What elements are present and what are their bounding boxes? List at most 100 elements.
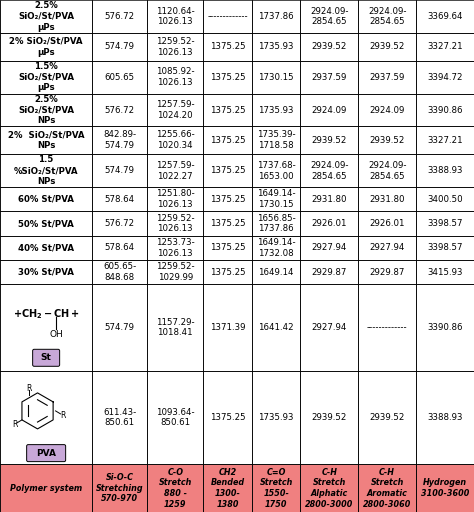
Text: 1157.29-
1018.41: 1157.29- 1018.41 [156,317,194,337]
FancyBboxPatch shape [33,349,60,366]
Text: 1375.25: 1375.25 [210,243,246,252]
Text: 576.72: 576.72 [105,105,135,115]
Text: 2926.01: 2926.01 [369,219,405,228]
Text: 1375.25: 1375.25 [210,42,246,51]
Text: 2939.52: 2939.52 [370,136,405,145]
Bar [92,284,147,371]
Text: 2924.09-
2854.65: 2924.09- 2854.65 [368,161,406,181]
Bar [416,154,474,187]
Bar [301,464,358,512]
Bar [301,260,358,284]
Bar [147,260,203,284]
Bar [147,236,203,260]
Bar [416,211,474,236]
Text: 574.79: 574.79 [105,323,135,332]
Text: 578.64: 578.64 [105,243,135,252]
Text: 605.65-
848.68: 605.65- 848.68 [103,262,137,282]
Text: 3388.93: 3388.93 [427,166,463,175]
Bar [0,260,92,284]
Bar [252,187,301,211]
Text: Polymer system: Polymer system [10,484,82,493]
Text: 1649.14-
1730.15: 1649.14- 1730.15 [257,189,295,209]
Text: 2.5%
SiO₂/St/PVA
μPs: 2.5% SiO₂/St/PVA μPs [18,1,74,32]
Bar [252,464,301,512]
Text: 1255.66-
1020.34: 1255.66- 1020.34 [156,131,195,150]
Bar [358,236,416,260]
Bar [147,187,203,211]
Bar [92,187,147,211]
Text: 50% St/PVA: 50% St/PVA [18,219,74,228]
Bar [416,60,474,94]
Bar [416,260,474,284]
Bar [0,60,92,94]
Bar [416,187,474,211]
Bar [0,126,92,154]
Text: 2929.87: 2929.87 [311,268,347,276]
Bar [358,0,416,33]
Text: 1375.25: 1375.25 [210,268,246,276]
Text: 2939.52: 2939.52 [311,42,347,51]
Bar [416,464,474,512]
Bar [147,60,203,94]
Bar [147,126,203,154]
Text: 1375.25: 1375.25 [210,73,246,81]
Text: 2939.52: 2939.52 [370,42,405,51]
Text: Si-O-C
Stretching
570-970: Si-O-C Stretching 570-970 [96,473,144,503]
Bar [147,371,203,464]
Text: 3388.93: 3388.93 [427,413,463,422]
Text: 1085.92-
1026.13: 1085.92- 1026.13 [156,67,194,87]
Text: C=O
Stretch
1550-
1750: C=O Stretch 1550- 1750 [259,467,293,509]
Text: 842.89-
574.79: 842.89- 574.79 [103,131,136,150]
Bar [358,94,416,126]
Bar [358,154,416,187]
Text: 3415.93: 3415.93 [427,268,463,276]
Text: 60% St/PVA: 60% St/PVA [18,195,74,204]
Text: 1737.68-
1653.00: 1737.68- 1653.00 [257,161,295,181]
Bar [252,126,301,154]
Text: OH: OH [49,330,63,339]
Bar [301,284,358,371]
Bar [203,126,252,154]
Bar [203,464,252,512]
Text: 1253.73-
1026.13: 1253.73- 1026.13 [156,238,195,258]
Text: 1375.25: 1375.25 [210,195,246,204]
Bar [358,33,416,60]
Bar [147,464,203,512]
Text: C-O
Stretch
880 -
1259: C-O Stretch 880 - 1259 [158,467,192,509]
Text: 1735.39-
1718.58: 1735.39- 1718.58 [257,131,295,150]
Bar [301,33,358,60]
Bar [252,60,301,94]
Text: 1730.15: 1730.15 [258,73,294,81]
Text: C-H
Stretch
Aromatic
2800-3060: C-H Stretch Aromatic 2800-3060 [363,467,411,509]
Bar [203,211,252,236]
Bar [252,284,301,371]
Text: C-H
Stretch
Alphatic
2800-3000: C-H Stretch Alphatic 2800-3000 [305,467,354,509]
Bar [252,371,301,464]
Bar [203,187,252,211]
Text: 1.5%
SiO₂/St/PVA
μPs: 1.5% SiO₂/St/PVA μPs [18,62,74,92]
Text: 2%  SiO₂/St/PVA
NPs: 2% SiO₂/St/PVA NPs [8,131,84,150]
Text: -------------: ------------- [367,323,408,332]
Bar [92,126,147,154]
Bar [203,60,252,94]
Bar [203,0,252,33]
Text: 2927.94: 2927.94 [311,323,347,332]
Bar [92,0,147,33]
Bar [358,187,416,211]
Bar [0,284,92,371]
Bar [252,154,301,187]
Text: -------------: ------------- [207,12,248,21]
Bar [358,60,416,94]
Bar [0,33,92,60]
Bar [301,126,358,154]
Text: 1259.52-
1029.99: 1259.52- 1029.99 [156,262,194,282]
Bar [147,284,203,371]
Text: 578.64: 578.64 [105,195,135,204]
Text: 30% St/PVA: 30% St/PVA [18,268,74,276]
Bar [358,371,416,464]
Text: $\mathregular{+CH_2-CH+}$: $\mathregular{+CH_2-CH+}$ [13,307,80,321]
Bar [252,0,301,33]
Bar [358,126,416,154]
Text: 2927.94: 2927.94 [311,243,347,252]
Text: 2924.09-
2854.65: 2924.09- 2854.65 [368,7,406,26]
